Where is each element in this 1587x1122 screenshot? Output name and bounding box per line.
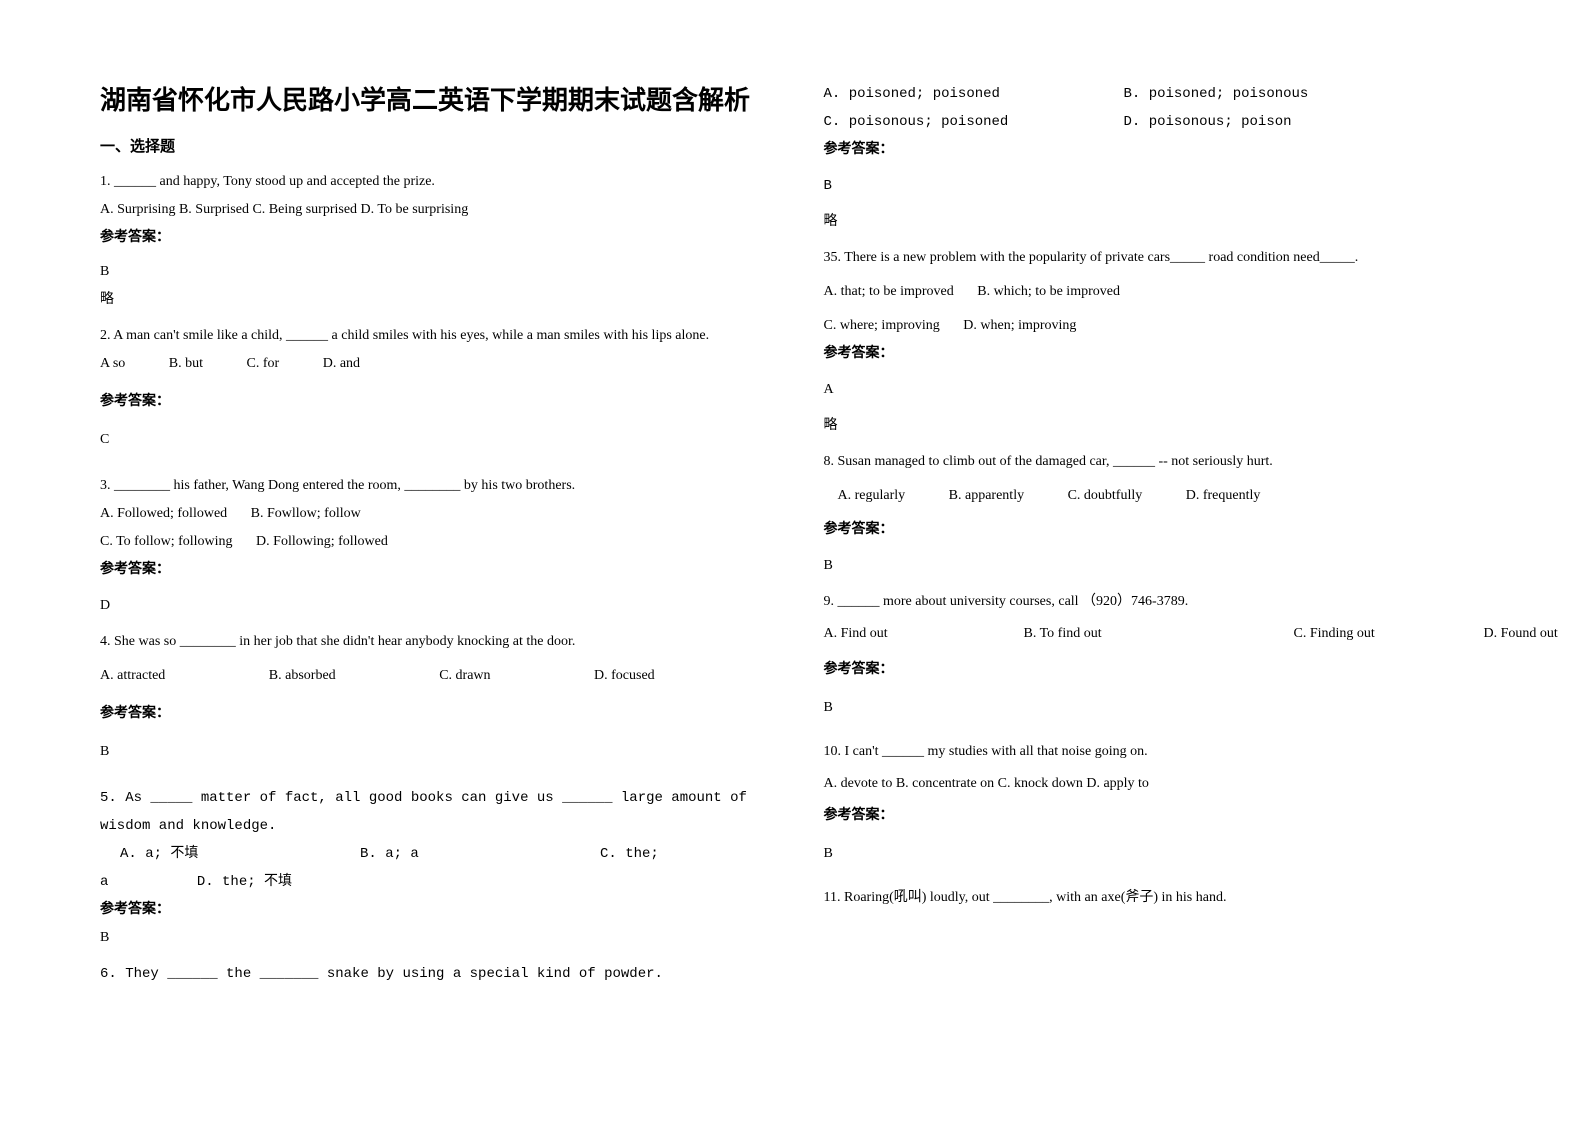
- q6-row1: A. poisoned; poisoned B. poisoned; poiso…: [824, 80, 1488, 108]
- q8-opt-b: B. apparently: [949, 488, 1024, 503]
- answer-label: 参考答案：: [824, 136, 1488, 164]
- answer-label: 参考答案：: [824, 656, 1488, 684]
- q8-opt-d: D. frequently: [1186, 488, 1261, 503]
- q2-text: 2. A man can't smile like a child, _____…: [100, 322, 764, 350]
- doc-title: 湖南省怀化市人民路小学高二英语下学期期末试题含解析: [100, 80, 764, 117]
- question-11: 11. Roaring(吼叫) loudly, out ________, wi…: [824, 884, 1488, 912]
- q6-omit: 略: [824, 208, 1488, 236]
- q4-opt-c: C. drawn: [439, 668, 490, 683]
- q6-text: 6. They ______ the _______ snake by usin…: [100, 960, 764, 988]
- answer-label: 参考答案：: [100, 556, 764, 584]
- q9-text: 9. ______ more about university courses,…: [824, 588, 1488, 616]
- answer-label: 参考答案：: [824, 340, 1488, 368]
- question-35: 35. There is a new problem with the popu…: [824, 244, 1488, 440]
- q6-answer: B: [824, 172, 1488, 200]
- question-8: 8. Susan managed to climb out of the dam…: [824, 448, 1488, 580]
- q8-options: A. regularly B. apparently C. doubtfully…: [824, 482, 1488, 510]
- q5-text: 5. As _____ matter of fact, all good boo…: [100, 784, 764, 840]
- question-5: 5. As _____ matter of fact, all good boo…: [100, 784, 764, 952]
- q3-opt-a: A. Followed; followed: [100, 506, 227, 521]
- answer-label: 参考答案：: [824, 516, 1488, 544]
- q2-options: A so B. but C. for D. and: [100, 350, 764, 378]
- page: 湖南省怀化市人民路小学高二英语下学期期末试题含解析 一、选择题 1. _____…: [0, 0, 1587, 1036]
- q1-omit: 略: [100, 286, 764, 314]
- q5-options-row1: A. a; 不填 B. a; a C. the;: [100, 840, 764, 868]
- q9-opt-a: A. Find out: [824, 620, 984, 648]
- left-column: 湖南省怀化市人民路小学高二英语下学期期末试题含解析 一、选择题 1. _____…: [100, 80, 764, 996]
- q2-opt-a: A so: [100, 356, 125, 371]
- q8-answer: B: [824, 552, 1488, 580]
- q35-answer: A: [824, 376, 1488, 404]
- q4-text: 4. She was so ________ in her job that s…: [100, 628, 764, 656]
- q5-opt-b: B. a; a: [360, 840, 560, 868]
- q9-opt-d: D. Found out: [1484, 620, 1558, 648]
- q10-options: A. devote to B. concentrate on C. knock …: [824, 770, 1488, 798]
- q6-opt-a: A. poisoned; poisoned: [824, 80, 1084, 108]
- q3-opt-c: C. To follow; following: [100, 534, 233, 549]
- q8-opt-c: C. doubtfully: [1068, 488, 1143, 503]
- q1-answer: B: [100, 258, 764, 286]
- question-6-options: A. poisoned; poisoned B. poisoned; poiso…: [824, 80, 1488, 236]
- q35-row1: A. that; to be improved B. which; to be …: [824, 278, 1488, 306]
- q4-opt-d: D. focused: [594, 668, 655, 683]
- q2-opt-d: D. and: [323, 356, 360, 371]
- question-9: 9. ______ more about university courses,…: [824, 588, 1488, 722]
- q5-answer: B: [100, 924, 764, 952]
- question-6: 6. They ______ the _______ snake by usin…: [100, 960, 764, 988]
- right-column: A. poisoned; poisoned B. poisoned; poiso…: [824, 80, 1488, 996]
- q35-omit: 略: [824, 412, 1488, 440]
- q1-text: 1. ______ and happy, Tony stood up and a…: [100, 168, 764, 196]
- q4-opt-b: B. absorbed: [269, 668, 336, 683]
- q10-answer: B: [824, 840, 1488, 868]
- q35-opt-d: D. when; improving: [963, 318, 1076, 333]
- q9-opt-c: C. Finding out: [1294, 620, 1444, 648]
- section-1-label: 一、选择题: [100, 135, 764, 156]
- q35-opt-c: C. where; improving: [824, 318, 940, 333]
- q2-answer: C: [100, 426, 764, 454]
- q2-opt-c: C. for: [247, 356, 280, 371]
- q6-opt-d: D. poisonous; poison: [1124, 108, 1292, 136]
- answer-label: 参考答案：: [100, 224, 764, 252]
- q5-row2a: a: [100, 874, 108, 890]
- q35-opt-b: B. which; to be improved: [977, 284, 1120, 299]
- q4-options: A. attracted B. absorbed C. drawn D. foc…: [100, 662, 764, 690]
- q3-answer: D: [100, 592, 764, 620]
- question-4: 4. She was so ________ in her job that s…: [100, 628, 764, 766]
- q35-opt-a: A. that; to be improved: [824, 284, 954, 299]
- q2-opt-b: B. but: [169, 356, 203, 371]
- q3-text: 3. ________ his father, Wang Dong entere…: [100, 472, 764, 500]
- q3-options-row1: A. Followed; followed B. Fowllow; follow: [100, 500, 764, 528]
- answer-label: 参考答案：: [100, 388, 764, 416]
- q3-options-row2: C. To follow; following D. Following; fo…: [100, 528, 764, 556]
- question-1: 1. ______ and happy, Tony stood up and a…: [100, 168, 764, 314]
- q35-row2: C. where; improving D. when; improving: [824, 312, 1488, 340]
- question-3: 3. ________ his father, Wang Dong entere…: [100, 472, 764, 620]
- q9-opt-b: B. To find out: [1024, 620, 1254, 648]
- q6-row2: C. poisonous; poisoned D. poisonous; poi…: [824, 108, 1488, 136]
- answer-label: 参考答案：: [100, 896, 764, 924]
- q8-text: 8. Susan managed to climb out of the dam…: [824, 448, 1488, 476]
- q9-answer: B: [824, 694, 1488, 722]
- q4-answer: B: [100, 738, 764, 766]
- q3-opt-b: B. Fowllow; follow: [251, 506, 361, 521]
- q3-opt-d: D. Following; followed: [256, 534, 388, 549]
- q9-options: A. Find out B. To find out C. Finding ou…: [824, 620, 1488, 648]
- q8-opt-a: A. regularly: [838, 488, 906, 503]
- answer-label: 参考答案：: [100, 700, 764, 728]
- q10-text: 10. I can't ______ my studies with all t…: [824, 738, 1488, 766]
- q5-opt-d: D. the; 不填: [197, 874, 292, 890]
- q5-opt-a: A. a; 不填: [120, 840, 320, 868]
- q11-text: 11. Roaring(吼叫) loudly, out ________, wi…: [824, 884, 1488, 912]
- answer-label: 参考答案：: [824, 802, 1488, 830]
- q1-options: A. Surprising B. Surprised C. Being surp…: [100, 196, 764, 224]
- q4-opt-a: A. attracted: [100, 668, 165, 683]
- q5-opt-c: C. the;: [600, 840, 659, 868]
- q5-options-row2: a D. the; 不填: [100, 868, 764, 896]
- question-2: 2. A man can't smile like a child, _____…: [100, 322, 764, 454]
- q35-text: 35. There is a new problem with the popu…: [824, 244, 1488, 272]
- question-10: 10. I can't ______ my studies with all t…: [824, 738, 1488, 868]
- q6-opt-b: B. poisoned; poisonous: [1124, 80, 1309, 108]
- q6-opt-c: C. poisonous; poisoned: [824, 108, 1084, 136]
